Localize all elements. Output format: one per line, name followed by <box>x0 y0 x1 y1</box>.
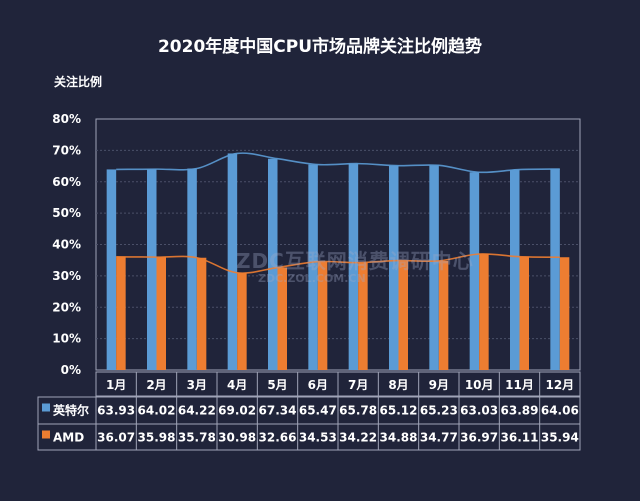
data-label: 63.03 <box>460 404 498 418</box>
y-tick-label: 60% <box>52 175 81 189</box>
category-label: 11月 <box>505 378 534 392</box>
bar-intel <box>187 168 197 370</box>
legend-label: 英特尔 <box>53 403 89 418</box>
y-tick-label: 30% <box>52 269 81 283</box>
legend-swatch <box>42 430 50 439</box>
category-label: 9月 <box>429 378 449 392</box>
y-tick-label: 0% <box>61 363 81 377</box>
data-label: 35.94 <box>541 431 579 445</box>
bar-intel <box>429 165 439 370</box>
data-label: 63.89 <box>501 404 539 418</box>
category-label: 4月 <box>227 378 247 392</box>
bar-amd <box>398 260 408 370</box>
category-label: 12月 <box>545 378 574 392</box>
y-tick-label: 80% <box>52 112 81 126</box>
data-label: 36.07 <box>97 431 135 445</box>
bar-intel <box>469 172 480 370</box>
category-label: 6月 <box>308 378 328 392</box>
bar-intel <box>389 165 399 370</box>
data-label: 64.06 <box>541 404 579 418</box>
chart-title: 2020年度中国CPU市场品牌关注比例趋势 <box>157 37 483 57</box>
y-tick-label: 10% <box>52 332 81 346</box>
y-axis-label: 关注比例 <box>54 75 103 89</box>
data-label: 36.97 <box>460 431 498 445</box>
bar-amd <box>479 254 489 370</box>
data-label: 34.22 <box>339 431 377 445</box>
y-tick-label: 40% <box>52 238 81 252</box>
data-label: 69.02 <box>218 404 256 418</box>
bar-intel <box>308 164 318 370</box>
bar-intel <box>147 169 157 370</box>
category-label: 7月 <box>348 378 368 392</box>
trendline-intel <box>116 152 560 174</box>
bar-amd <box>277 267 287 370</box>
data-label: 64.22 <box>178 404 216 418</box>
data-label: 30.98 <box>218 431 256 445</box>
data-label: 35.98 <box>138 431 176 445</box>
bar-intel <box>510 169 520 370</box>
data-label: 34.88 <box>380 431 418 445</box>
data-label: 34.77 <box>420 431 458 445</box>
data-label: 63.93 <box>97 404 135 418</box>
watermark: ZDC互联网消费调研中心 <box>236 249 474 273</box>
category-label: 8月 <box>388 378 408 392</box>
bar-amd <box>196 257 207 370</box>
data-label: 36.11 <box>501 431 539 445</box>
bar-intel <box>227 153 238 370</box>
y-tick-label: 70% <box>52 143 81 157</box>
category-label: 3月 <box>187 378 207 392</box>
legend-label: AMD <box>53 431 84 445</box>
y-tick-label: 50% <box>52 206 81 220</box>
data-label: 32.66 <box>259 431 297 445</box>
y-tick-label: 20% <box>52 300 81 314</box>
trendline-amd <box>116 253 560 274</box>
bar-amd <box>358 262 368 370</box>
data-label: 65.12 <box>380 404 418 418</box>
bar-amd <box>237 272 247 370</box>
data-label: 34.53 <box>299 431 337 445</box>
data-label: 35.78 <box>178 431 216 445</box>
watermark-url: ZDC.ZOL.COM.CN <box>258 272 366 285</box>
data-label: 65.47 <box>299 404 337 418</box>
data-label: 64.02 <box>138 404 176 418</box>
data-label: 67.34 <box>259 404 297 418</box>
data-label: 65.23 <box>420 404 458 418</box>
bar-amd <box>156 257 166 370</box>
bar-amd <box>519 256 529 370</box>
legend-swatch <box>42 403 50 412</box>
bar-intel <box>550 169 560 370</box>
category-label: 1月 <box>106 378 126 392</box>
category-label: 10月 <box>465 378 494 392</box>
category-label: 2月 <box>146 378 166 392</box>
category-label: 5月 <box>267 378 287 392</box>
bar-amd <box>438 260 449 370</box>
bar-amd <box>116 256 126 370</box>
bar-intel <box>348 163 359 370</box>
data-label: 65.78 <box>339 404 377 418</box>
bar-amd <box>317 261 328 370</box>
bar-intel <box>106 169 117 370</box>
bar-amd <box>559 257 570 370</box>
bar-intel <box>268 158 278 370</box>
